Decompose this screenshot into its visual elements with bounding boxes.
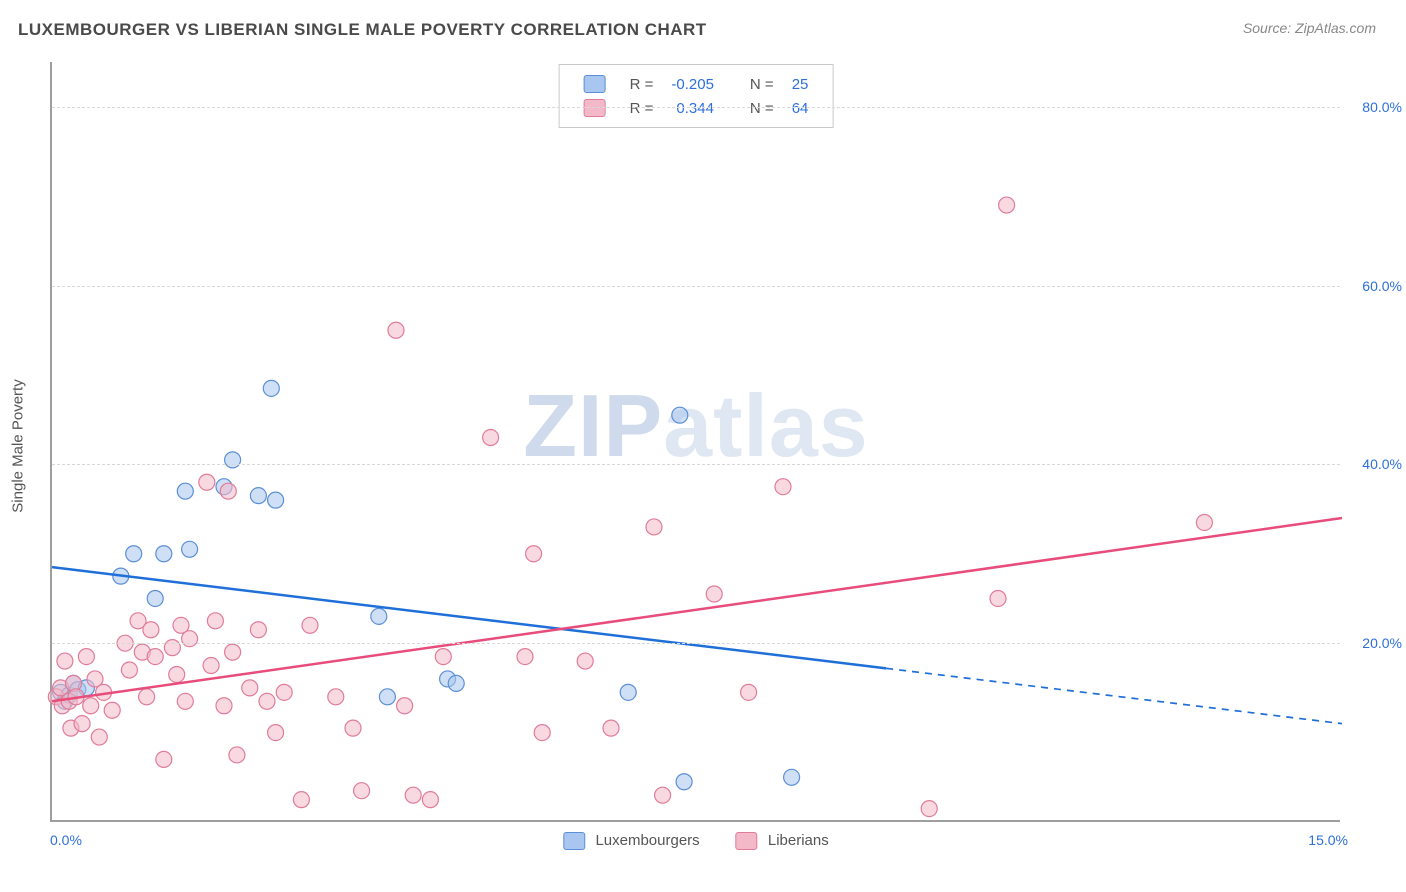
data-point: [483, 430, 499, 446]
data-point: [147, 590, 163, 606]
data-point: [921, 801, 937, 817]
data-point: [83, 698, 99, 714]
data-point: [676, 774, 692, 790]
data-point: [268, 725, 284, 741]
data-point: [242, 680, 258, 696]
data-point: [156, 546, 172, 562]
data-point: [517, 649, 533, 665]
data-point: [182, 541, 198, 557]
data-point: [268, 492, 284, 508]
data-point: [379, 689, 395, 705]
data-point: [293, 792, 309, 808]
y-tick-label: 60.0%: [1362, 278, 1402, 294]
data-point: [405, 787, 421, 803]
data-point: [999, 197, 1015, 213]
data-point: [177, 693, 193, 709]
data-point: [57, 653, 73, 669]
y-tick-label: 80.0%: [1362, 99, 1402, 115]
data-point: [74, 716, 90, 732]
data-point: [216, 698, 232, 714]
data-point: [199, 474, 215, 490]
data-point: [354, 783, 370, 799]
data-point: [121, 662, 137, 678]
data-point: [706, 586, 722, 602]
data-point: [203, 658, 219, 674]
data-point: [534, 725, 550, 741]
data-point: [78, 649, 94, 665]
data-point: [775, 479, 791, 495]
data-point: [229, 747, 245, 763]
data-point: [91, 729, 107, 745]
chart-svg: [52, 62, 1340, 820]
trend-line: [52, 518, 1342, 701]
data-point: [397, 698, 413, 714]
data-point: [435, 649, 451, 665]
data-point: [1196, 514, 1212, 530]
legend-item: Liberians: [736, 832, 829, 850]
chart-title: LUXEMBOURGER VS LIBERIAN SINGLE MALE POV…: [18, 20, 707, 40]
x-tick-label: 15.0%: [1308, 832, 1348, 848]
y-axis-title: Single Male Poverty: [10, 379, 27, 512]
data-point: [164, 640, 180, 656]
series-legend: Luxembourgers Liberians: [545, 832, 846, 850]
data-point: [345, 720, 361, 736]
data-point: [302, 617, 318, 633]
data-point: [276, 684, 292, 700]
data-point: [620, 684, 636, 700]
source-attribution: Source: ZipAtlas.com: [1243, 20, 1376, 36]
data-point: [526, 546, 542, 562]
data-point: [655, 787, 671, 803]
data-point: [225, 644, 241, 660]
data-point: [139, 689, 155, 705]
data-point: [177, 483, 193, 499]
data-point: [741, 684, 757, 700]
data-point: [156, 751, 172, 767]
data-point: [169, 666, 185, 682]
data-point: [143, 622, 159, 638]
data-point: [371, 608, 387, 624]
x-tick-label: 0.0%: [50, 832, 82, 848]
data-point: [147, 649, 163, 665]
data-point: [126, 546, 142, 562]
data-point: [182, 631, 198, 647]
data-point: [220, 483, 236, 499]
legend-item: Luxembourgers: [563, 832, 699, 850]
data-point: [672, 407, 688, 423]
data-point: [603, 720, 619, 736]
data-point: [259, 693, 275, 709]
y-tick-label: 40.0%: [1362, 456, 1402, 472]
data-point: [990, 590, 1006, 606]
plot-area: ZIPatlas R =-0.205N =25R =0.344N =64 Lux…: [50, 62, 1340, 822]
data-point: [207, 613, 223, 629]
data-point: [646, 519, 662, 535]
data-point: [104, 702, 120, 718]
data-point: [250, 488, 266, 504]
data-point: [577, 653, 593, 669]
data-point: [422, 792, 438, 808]
trend-line-extrapolated: [886, 668, 1342, 723]
data-point: [263, 380, 279, 396]
data-point: [225, 452, 241, 468]
data-point: [328, 689, 344, 705]
data-point: [250, 622, 266, 638]
y-tick-label: 20.0%: [1362, 635, 1402, 651]
data-point: [784, 769, 800, 785]
data-point: [448, 675, 464, 691]
data-point: [388, 322, 404, 338]
